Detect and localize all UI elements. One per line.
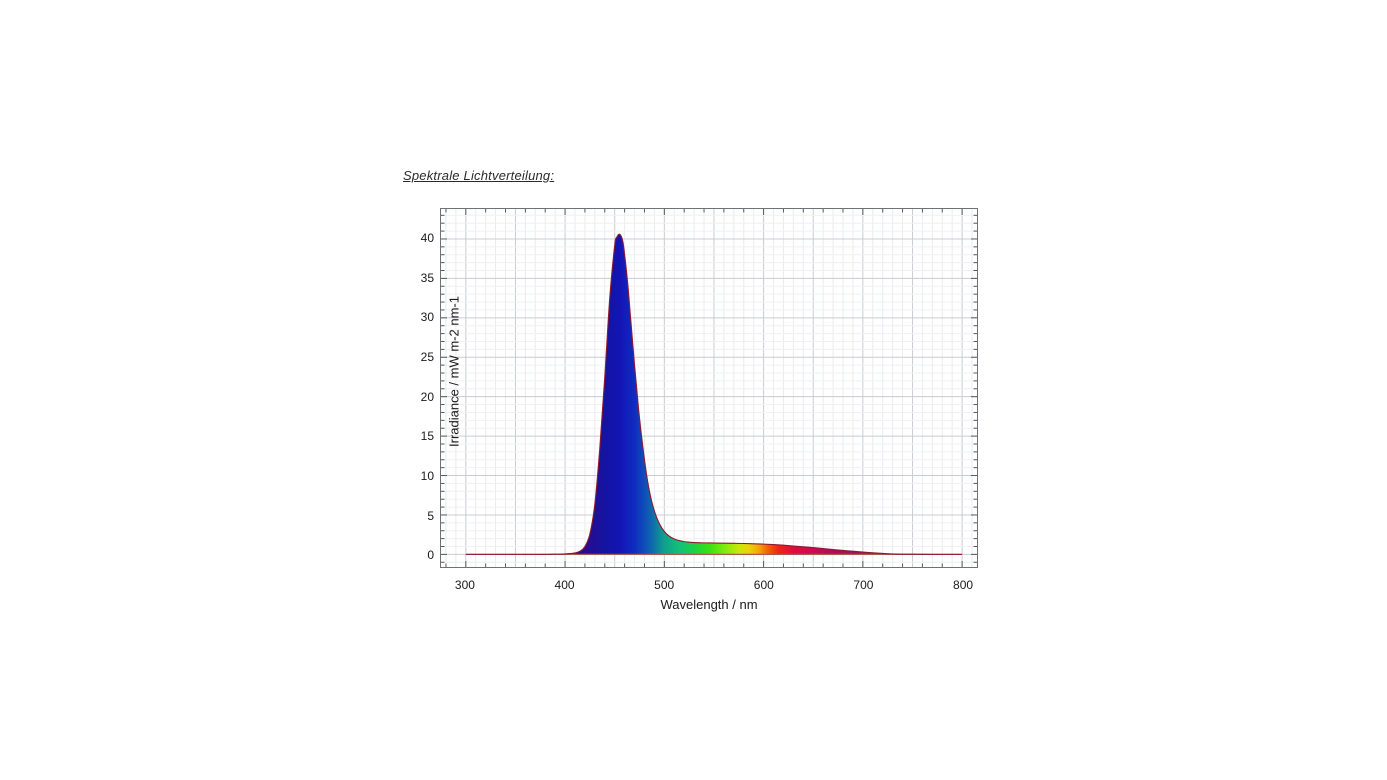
grid-lines	[441, 209, 977, 567]
y-tick-label: 30	[420, 310, 434, 325]
y-tick-label: 20	[420, 389, 434, 404]
plot-area	[440, 208, 978, 568]
x-axis-tick-labels: 300 400 500 600 700 800	[440, 578, 978, 596]
y-tick-label: 35	[420, 270, 434, 285]
y-tick-label: 10	[420, 469, 434, 484]
page-title: Spektrale Lichtverteilung:	[403, 168, 555, 183]
x-axis-title: Wavelength / nm	[660, 597, 758, 612]
x-tick-label: 400	[554, 578, 575, 592]
y-axis-tick-labels: 0 5 10 15 20 25 30 35 40	[404, 208, 434, 568]
spectral-chart-figure	[440, 208, 978, 568]
y-tick-label: 25	[420, 350, 434, 365]
y-tick-label: 40	[420, 231, 434, 246]
y-axis-title-wrap: Irradiance / mW m-2 nm-1	[398, 208, 462, 568]
x-tick-label: 800	[953, 578, 974, 592]
y-tick-label: 15	[420, 429, 434, 444]
y-tick-label: 5	[427, 508, 434, 523]
x-tick-label: 600	[753, 578, 774, 592]
y-tick-label: 0	[427, 548, 434, 563]
x-tick-label: 700	[853, 578, 874, 592]
y-axis-title: Irradiance / mW m-2 nm-1	[446, 296, 462, 447]
spectral-curve	[465, 233, 963, 555]
x-tick-label: 300	[454, 578, 475, 592]
x-tick-label: 500	[654, 578, 675, 592]
axis-ticks	[441, 209, 977, 567]
